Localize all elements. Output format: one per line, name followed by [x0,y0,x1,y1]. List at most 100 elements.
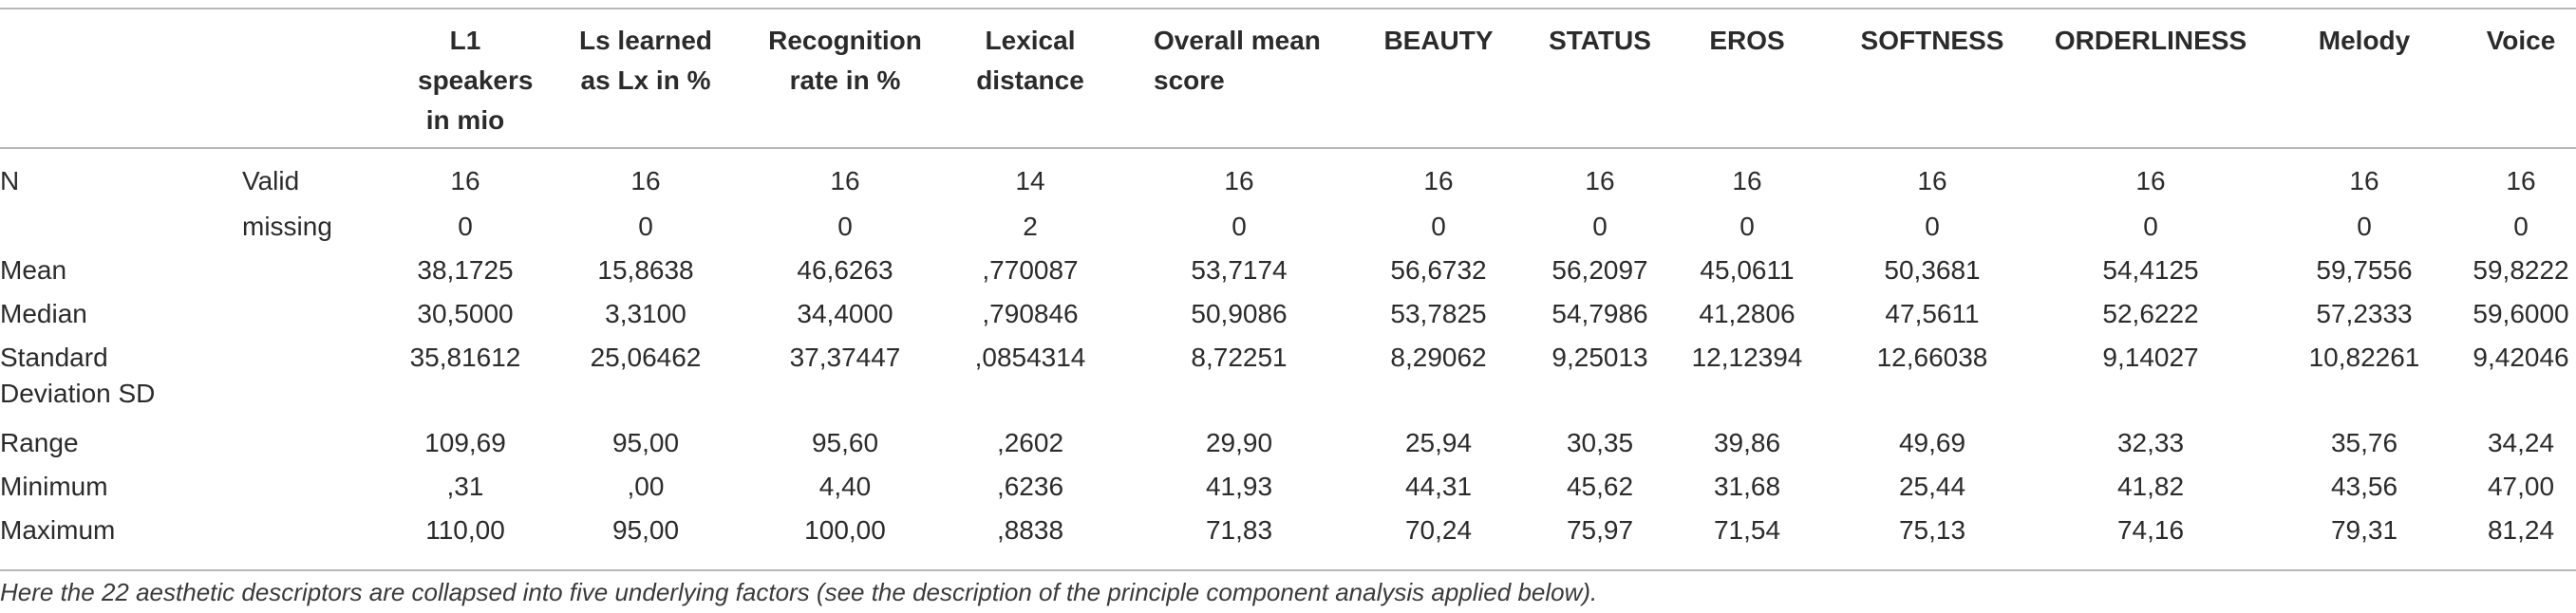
table-cell: 39,86 [1713,428,1781,457]
table-cell: 0 [2513,212,2529,241]
table-cell: 16 [2135,166,2166,195]
table-cell: ,31 [446,472,484,501]
table-cell: 52,6222 [2102,299,2199,328]
table-cell: 34,24 [2487,428,2555,457]
header-beauty: BEAUTY [1383,26,1494,55]
row-label-range: Range [0,428,79,457]
table-cell: 4,40 [818,472,872,501]
row-label-median: Median [0,299,87,328]
table-cell: 37,37447 [789,343,901,372]
table-cell: ,8838 [996,515,1064,545]
table-cell: 56,2097 [1551,255,1648,285]
table-cell: 0 [2143,212,2158,241]
table-cell: 9,14027 [2102,343,2199,372]
table-cell: 10,82261 [2308,343,2420,372]
table-cell: 32,33 [2116,428,2185,457]
table-cell: 0 [1592,212,1608,241]
table-cell: 0 [1232,212,1247,241]
table-cell: 57,2333 [2316,299,2413,328]
table-cell: 109,69 [424,428,506,457]
table-cell: 54,7986 [1551,299,1648,328]
table-cell: 16 [830,166,860,195]
table-cell: 0 [638,212,653,241]
table-bottom-rule [0,569,2576,571]
table-cell: 16 [1224,166,1254,195]
table-cell: ,770087 [982,255,1079,285]
table-cell: 41,82 [2116,472,2185,501]
table-cell: 16 [1423,166,1454,195]
table-cell: 30,35 [1566,428,1634,457]
table-cell: 45,62 [1566,472,1634,501]
table-cell: 35,76 [2330,428,2398,457]
table-footnote: Here the 22 aesthetic descriptors are co… [0,578,1598,606]
table-cell: 50,3681 [1884,255,1981,285]
row-label-n: N [0,166,20,195]
table-cell: 0 [1739,212,1755,241]
table-cell: 31,68 [1713,472,1781,501]
table-cell: 50,9086 [1191,299,1288,328]
table-cell: 25,06462 [590,343,702,372]
table-cell: 59,7556 [2316,255,2413,285]
table-cell: 47,5611 [1885,299,1980,328]
table-cell: 95,00 [611,428,680,457]
header-lexical-distance: Lexical distance [976,26,1084,95]
table-cell: 15,8638 [597,255,694,285]
table-top-rule [0,8,2576,9]
table-cell: ,0854314 [974,343,1086,372]
header-orderliness: ORDERLINESS [2054,26,2247,55]
table-cell: ,6236 [996,472,1064,501]
row-sublabel-missing: missing [242,212,332,241]
header-status: STATUS [1549,26,1651,55]
table-cell: 16 [1732,166,1762,195]
header-melody: Melody [2318,26,2411,55]
table-cell: 16 [1585,166,1615,195]
row-label-minimum: Minimum [0,472,108,501]
table-cell: 0 [2357,212,2372,241]
table-cell: 43,56 [2330,472,2398,501]
table-cell: 9,42046 [2473,343,2569,372]
table-cell: 16 [630,166,661,195]
table-cell: 47,00 [2487,472,2555,501]
table-cell: 56,6732 [1390,255,1487,285]
row-label-sd: Standard Deviation SD [0,343,156,408]
table-cell: 38,1725 [417,255,514,285]
table-cell: 75,13 [1898,515,1966,545]
row-sublabel-valid: Valid [242,166,300,195]
table-cell: 16 [450,166,480,195]
table-cell: 100,00 [804,515,886,545]
table-header-rule [0,147,2576,149]
table-cell: 95,60 [811,428,879,457]
table-cell: 81,24 [2487,515,2555,545]
table-cell: 79,31 [2330,515,2398,545]
table-cell: 16 [2349,166,2379,195]
table-cell: 0 [1925,212,1940,241]
table-cell: 12,12394 [1691,343,1803,372]
table-cell: 0 [458,212,473,241]
table-cell: 110,00 [425,515,505,545]
table-cell: 2 [1023,212,1038,241]
table-cell: 41,93 [1205,472,1273,501]
table-cell: 53,7825 [1390,299,1487,328]
table-cell: 70,24 [1404,515,1473,545]
table-cell: ,00 [627,472,665,501]
table-cell: 29,90 [1205,428,1273,457]
row-label-mean: Mean [0,255,67,285]
header-recognition-rate: Recognition rate in % [768,26,922,95]
table-cell: ,2602 [996,428,1064,457]
table-cell: 95,00 [611,515,680,545]
header-l1-speakers: L1 speakers in mio [418,26,534,135]
table-cell: 74,16 [2116,515,2185,545]
header-ls-learned: Ls learned as Lx in % [578,26,713,95]
table-cell: 34,4000 [797,299,893,328]
table-cell: 30,5000 [417,299,514,328]
table-cell: 14 [1015,166,1045,195]
table-cell: 0 [837,212,853,241]
table-cell: 46,6263 [797,255,893,285]
table-cell: 59,6000 [2473,299,2569,328]
table-cell: 53,7174 [1191,255,1288,285]
table-cell: 8,72251 [1191,343,1288,372]
table-cell: ,790846 [982,299,1079,328]
table-cell: 0 [1431,212,1446,241]
table-cell: 54,4125 [2102,255,2199,285]
table-cell: 3,3100 [605,299,686,328]
